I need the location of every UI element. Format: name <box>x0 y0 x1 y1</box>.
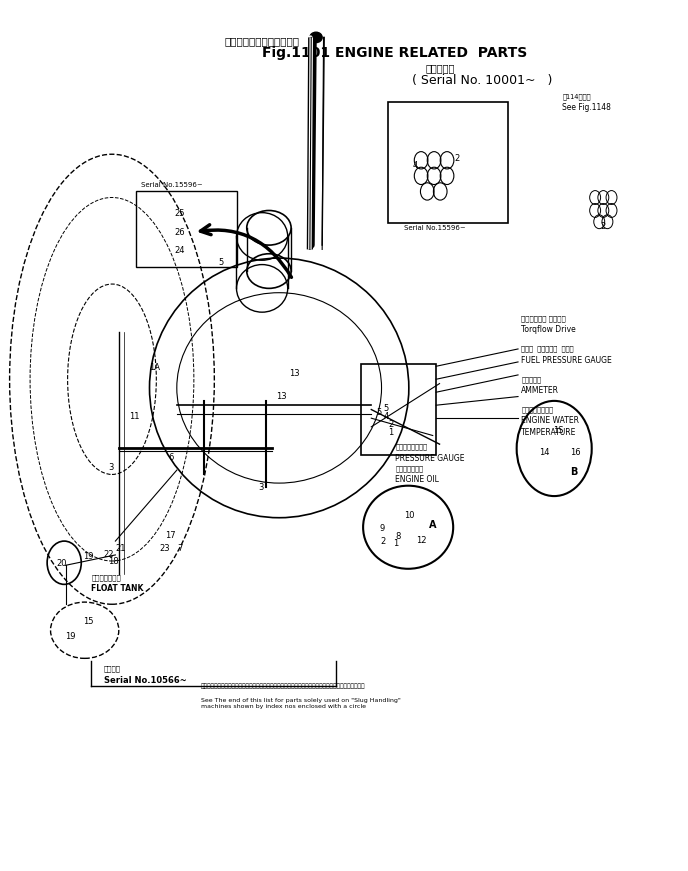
Text: 7: 7 <box>178 544 183 552</box>
Text: FUEL PRESSURE GAUGE: FUEL PRESSURE GAUGE <box>522 355 612 365</box>
Text: エンジンウォータ: エンジンウォータ <box>522 406 553 413</box>
Text: 6: 6 <box>168 453 173 462</box>
Text: 11: 11 <box>129 412 140 421</box>
Text: Fig.1101 ENGINE RELATED  PARTS: Fig.1101 ENGINE RELATED PARTS <box>262 46 528 60</box>
Text: エンジン　関　連　部　品: エンジン 関 連 部 品 <box>224 36 299 46</box>
Text: 5: 5 <box>377 408 382 416</box>
Text: 17: 17 <box>165 530 176 539</box>
Text: Serial No.15596~: Serial No.15596~ <box>140 181 202 187</box>
Text: 14: 14 <box>539 449 550 457</box>
Text: 1: 1 <box>388 429 394 437</box>
Text: エンジンオイル: エンジンオイル <box>395 465 423 472</box>
Text: 1A: 1A <box>149 363 160 373</box>
Text: TEMPERATURE: TEMPERATURE <box>522 428 577 436</box>
Text: ENGINE OIL: ENGINE OIL <box>395 476 439 484</box>
Text: ( Serial No. 10001~   ): ( Serial No. 10001~ ) <box>412 74 552 87</box>
Text: Serial No.15596~: Serial No.15596~ <box>404 225 466 231</box>
Ellipse shape <box>310 32 322 43</box>
Text: 22: 22 <box>104 550 114 558</box>
Text: PRESSURE GAUGE: PRESSURE GAUGE <box>395 454 464 463</box>
Text: 3: 3 <box>109 463 114 472</box>
Text: 5: 5 <box>218 258 224 267</box>
Text: ENGINE WATER: ENGINE WATER <box>522 416 579 425</box>
Text: 25: 25 <box>175 209 185 219</box>
Text: See Fig.1148: See Fig.1148 <box>562 103 611 112</box>
Text: 20: 20 <box>56 559 67 568</box>
Text: 23: 23 <box>160 544 171 552</box>
Text: 16: 16 <box>570 449 581 457</box>
Bar <box>388 102 508 224</box>
Text: 2: 2 <box>455 154 460 163</box>
Text: Torqflow Drive: Torqflow Drive <box>522 326 576 334</box>
Text: 4: 4 <box>412 161 418 170</box>
Text: A: A <box>429 520 437 530</box>
Bar <box>361 364 436 455</box>
Text: 3: 3 <box>259 483 264 492</box>
Text: 2: 2 <box>601 221 606 231</box>
Bar <box>136 191 237 267</box>
Text: 13: 13 <box>290 368 300 378</box>
Text: フェル  プレッシャ  ゲージ: フェル プレッシャ ゲージ <box>522 346 574 352</box>
Text: 注意事項：このリストのはじめに、機械のみ使用できる部品は、このリストのおわりに示してあります。: 注意事項：このリストのはじめに、機械のみ使用できる部品は、このリストのおわりに示… <box>201 684 365 689</box>
Text: 図114辺参照: 図114辺参照 <box>562 93 591 99</box>
Text: 2: 2 <box>380 537 385 545</box>
Text: 8: 8 <box>395 532 400 541</box>
Text: 18: 18 <box>109 557 119 566</box>
Text: アンメータ: アンメータ <box>522 376 541 382</box>
Text: B: B <box>570 467 578 476</box>
Text: トルクフロー ドライブ: トルクフロー ドライブ <box>522 315 566 322</box>
Text: 13: 13 <box>276 392 286 401</box>
Text: 9: 9 <box>380 523 385 532</box>
Text: 1S: 1S <box>553 426 563 435</box>
Text: See The end of this list for parts solely used on "Slug Handling"
machines shown: See The end of this list for parts solel… <box>201 699 400 709</box>
Text: 26: 26 <box>175 227 185 237</box>
Text: Serial No.10566~: Serial No.10566~ <box>104 676 186 685</box>
Text: フロートタンク: フロートタンク <box>92 574 121 581</box>
Text: 10: 10 <box>404 510 415 520</box>
Text: 24: 24 <box>175 246 185 255</box>
Text: 12: 12 <box>416 536 427 544</box>
Text: 5: 5 <box>384 404 389 413</box>
Text: 21: 21 <box>116 544 126 552</box>
Text: FLOAT TANK: FLOAT TANK <box>92 584 144 593</box>
Text: 適用番号: 適用番号 <box>104 665 121 672</box>
Text: 1: 1 <box>393 539 398 548</box>
Text: プレッシャゲージ: プレッシャゲージ <box>395 443 427 450</box>
Text: 19: 19 <box>65 631 76 641</box>
Text: 2: 2 <box>388 420 394 429</box>
Text: 15: 15 <box>83 617 94 626</box>
Text: 4: 4 <box>384 412 389 421</box>
Text: AMMETER: AMMETER <box>522 386 559 395</box>
Text: （適用号機: （適用号機 <box>426 64 455 73</box>
Text: 19: 19 <box>83 552 94 561</box>
